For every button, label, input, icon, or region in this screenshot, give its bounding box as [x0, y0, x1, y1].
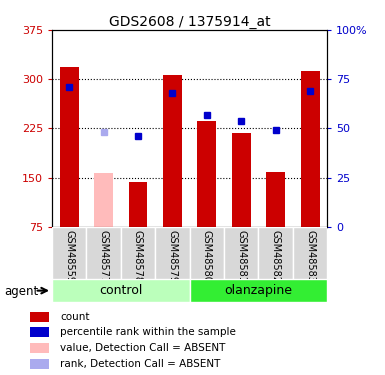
Text: GSM48579: GSM48579: [167, 230, 177, 282]
Text: GSM48577: GSM48577: [99, 230, 109, 283]
Text: rank, Detection Call = ABSENT: rank, Detection Call = ABSENT: [60, 358, 220, 369]
Bar: [232, 133, 251, 227]
Bar: [94, 173, 113, 227]
Bar: [121, 227, 155, 279]
Bar: [198, 121, 216, 227]
Bar: [155, 227, 190, 279]
Bar: [30, 358, 49, 369]
Bar: [52, 227, 86, 279]
Text: agent: agent: [4, 285, 38, 298]
Text: GSM48581: GSM48581: [236, 230, 246, 282]
Bar: [163, 75, 182, 227]
Bar: [30, 327, 49, 337]
Bar: [189, 227, 224, 279]
Bar: [266, 172, 285, 227]
Text: GSM48583: GSM48583: [305, 230, 315, 282]
Text: olanzapine: olanzapine: [224, 284, 293, 297]
Bar: [189, 279, 327, 302]
Bar: [86, 227, 121, 279]
Title: GDS2608 / 1375914_at: GDS2608 / 1375914_at: [109, 15, 270, 29]
Bar: [224, 227, 258, 279]
Bar: [293, 227, 327, 279]
Text: GSM48582: GSM48582: [271, 230, 281, 282]
Text: value, Detection Call = ABSENT: value, Detection Call = ABSENT: [60, 343, 225, 353]
Bar: [30, 312, 49, 322]
Bar: [129, 182, 147, 227]
Bar: [301, 71, 320, 227]
Bar: [258, 227, 293, 279]
Text: control: control: [99, 284, 142, 297]
Text: GSM48559: GSM48559: [64, 230, 74, 282]
Bar: [52, 279, 189, 302]
Text: count: count: [60, 312, 89, 322]
Bar: [30, 343, 49, 353]
Bar: [60, 68, 79, 227]
Text: GSM48580: GSM48580: [202, 230, 212, 282]
Text: GSM48578: GSM48578: [133, 230, 143, 282]
Text: percentile rank within the sample: percentile rank within the sample: [60, 327, 236, 337]
